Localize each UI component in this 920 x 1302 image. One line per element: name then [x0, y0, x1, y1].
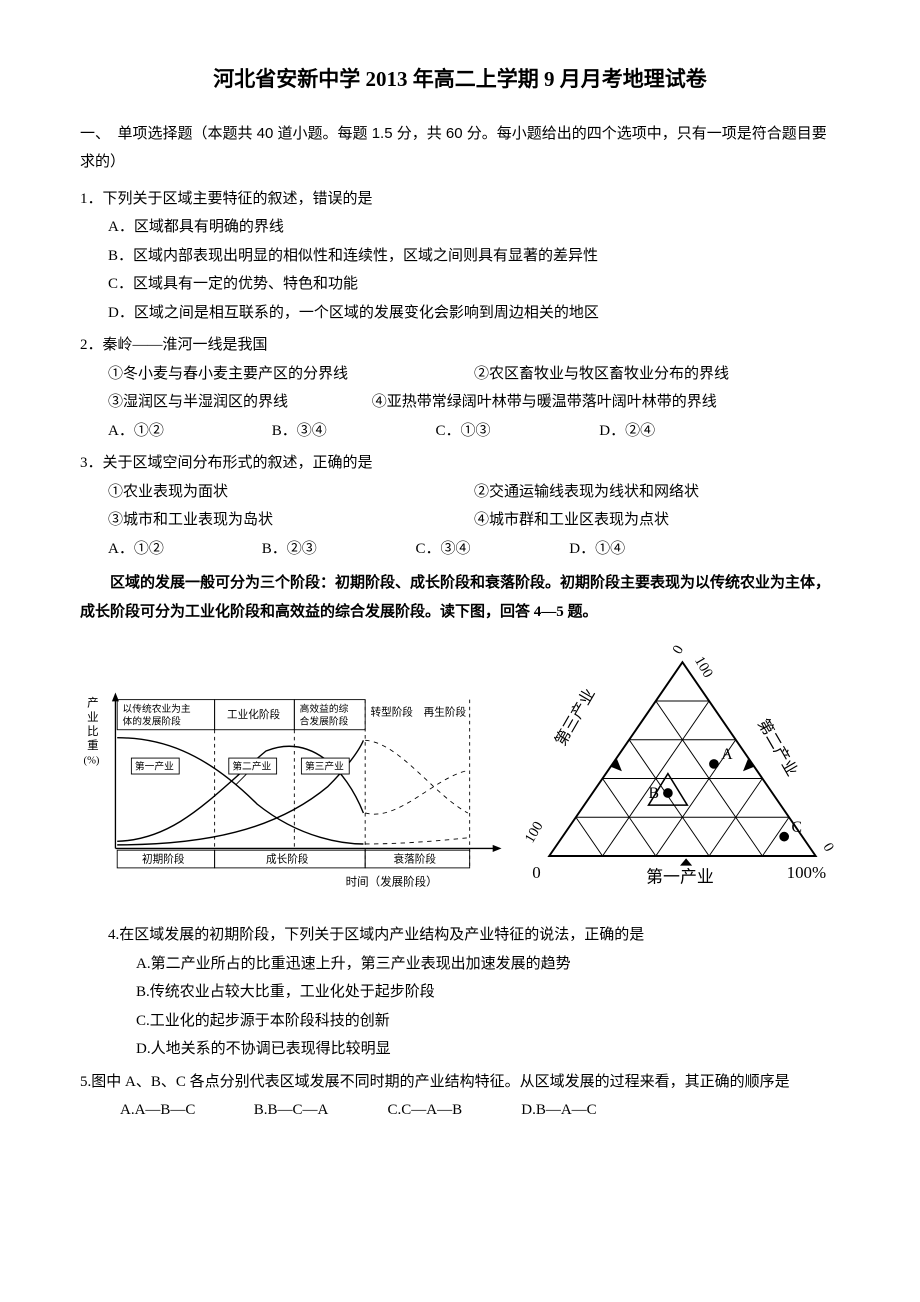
left-axis-label: 第三产业	[552, 686, 599, 750]
ylab-1: 产	[87, 696, 99, 710]
q2-opt-a: A．①②	[108, 417, 268, 446]
q2-sub2: ②农区畜牧业与牧区畜牧业分布的界线	[474, 360, 840, 389]
ylab-5: (%)	[84, 755, 100, 766]
bottom-3: 衰落阶段	[394, 853, 437, 866]
q3-stem: 3．关于区域空间分布形式的叙述，正确的是	[80, 449, 840, 478]
page-title: 河北省安新中学 2013 年高二上学期 9 月月考地理试卷	[80, 60, 840, 100]
q4-opt-d: D.人地关系的不协调已表现得比较明显	[80, 1035, 840, 1064]
q2-stem: 2．秦岭——淮河一线是我国	[80, 331, 840, 360]
q3-opt-a: A．①②	[108, 535, 258, 564]
figures-row: 产 业 比 重 (%) 以传统农业为主 体的发展阶段 工业化阶段 高效益的综 合…	[80, 638, 840, 903]
context-4-5: 区域的发展一般可分为三个阶段：初期阶段、成长阶段和衰落阶段。初期阶段主要表现为以…	[80, 569, 840, 626]
right-axis-label: 第二产业	[754, 716, 801, 780]
box-2: 工业化阶段	[227, 708, 280, 721]
ylab-2: 业	[87, 711, 99, 724]
q2-opt-b: B．③④	[272, 417, 432, 446]
curve-2-label: 第二产业	[232, 760, 271, 773]
q3-sub3: ③城市和工业表现为岛状	[108, 506, 474, 535]
curve-1-label: 第一产业	[135, 760, 174, 773]
bottom-axis-label: 第一产业	[646, 868, 714, 887]
q1-opt-d: D．区域之间是相互联系的，一个区域的发展变化会影响到周边相关的地区	[80, 299, 840, 328]
q4-opt-b: B.传统农业占较大比重，工业化处于起步阶段	[80, 978, 840, 1007]
right-zero: 0	[820, 841, 837, 855]
point-c: C	[792, 819, 803, 836]
section-1-header: 一、 单项选择题（本题共 40 道小题。每题 1.5 分，共 60 分。每小题给…	[80, 120, 840, 177]
left-zero: 0	[670, 643, 687, 657]
q5-opt-d: D.B—A—C	[521, 1096, 651, 1125]
figure-stage-curves: 产 业 比 重 (%) 以传统农业为主 体的发展阶段 工业化阶段 高效益的综 合…	[80, 689, 505, 903]
ylab-4: 重	[87, 738, 99, 752]
q4-opt-c: C.工业化的起步源于本阶段科技的创新	[80, 1007, 840, 1036]
right-hundred: 100	[691, 654, 716, 681]
q5-opt-a: A.A—B—C	[120, 1096, 250, 1125]
q1-opt-b: B．区域内部表现出明显的相似性和连续性，区域之间则具有显著的差异性	[80, 242, 840, 271]
origin-zero: 0	[532, 863, 540, 882]
q3-sub4: ④城市群和工业区表现为点状	[474, 506, 840, 535]
q2-sub3: ③湿润区与半湿润区的界线	[108, 388, 368, 417]
bottom-2: 成长阶段	[266, 853, 309, 866]
box-1a: 以传统农业为主	[123, 702, 191, 715]
figure-ternary: 第三产业 第二产业 第一产业 0 100% 0 100 100 0 A B C	[525, 638, 840, 903]
q5-stem: 5.图中 A、B、C 各点分别代表区域发展不同时期的产业结构特征。从区域发展的过…	[80, 1068, 840, 1097]
q3-sub2: ②交通运输线表现为线状和网络状	[474, 478, 840, 507]
question-4: 4.在区域发展的初期阶段，下列关于区域内产业结构及产业特征的说法，正确的是 A.…	[80, 921, 840, 1064]
question-2: 2．秦岭——淮河一线是我国 ①冬小麦与春小麦主要产区的分界线 ②农区畜牧业与牧区…	[80, 331, 840, 445]
curve-3-label: 第三产业	[305, 760, 344, 773]
point-b: B	[649, 785, 660, 802]
box-3a: 高效益的综	[300, 702, 349, 715]
box-1b: 体的发展阶段	[123, 714, 182, 727]
q4-opt-a: A.第二产业所占的比重迅速上升，第三产业表现出加速发展的趋势	[80, 950, 840, 979]
q5-opt-b: B.B—C—A	[254, 1096, 384, 1125]
q1-opt-a: A．区域都具有明确的界线	[80, 213, 840, 242]
hundred-pct: 100%	[787, 863, 827, 882]
q2-sub1: ①冬小麦与春小麦主要产区的分界线	[108, 360, 474, 389]
q2-opt-c: C．①③	[436, 417, 596, 446]
q3-options: A．①② B．②③ C．③④ D．①④	[80, 535, 840, 564]
question-5: 5.图中 A、B、C 各点分别代表区域发展不同时期的产业结构特征。从区域发展的过…	[80, 1068, 840, 1125]
bottom-1: 初期阶段	[142, 853, 185, 866]
box-3b: 合发展阶段	[300, 714, 349, 727]
left-hundred: 100	[525, 819, 547, 846]
q3-opt-c: C．③④	[416, 535, 566, 564]
x-axis-label: 时间（发展阶段）	[346, 875, 438, 889]
q2-options: A．①② B．③④ C．①③ D．②④	[80, 417, 840, 446]
q3-sub1: ①农业表现为面状	[108, 478, 474, 507]
q2-sub4: ④亚热带常绿阔叶林带与暖温带落叶阔叶林带的界线	[372, 394, 717, 410]
q1-stem: 1．下列关于区域主要特征的叙述，错误的是	[80, 185, 840, 214]
question-3: 3．关于区域空间分布形式的叙述，正确的是 ①农业表现为面状 ②交通运输线表现为线…	[80, 449, 840, 563]
q3-opt-d: D．①④	[569, 535, 719, 564]
q5-options: A.A—B—C B.B—C—A C.C—A—B D.B—A—C	[80, 1096, 840, 1125]
q3-opt-b: B．②③	[262, 535, 412, 564]
box-5: 再生阶段	[424, 706, 467, 719]
box-4: 转型阶段	[370, 706, 413, 719]
q1-opt-c: C．区域具有一定的优势、特色和功能	[80, 270, 840, 299]
point-a: A	[721, 746, 733, 763]
q4-stem: 4.在区域发展的初期阶段，下列关于区域内产业结构及产业特征的说法，正确的是	[80, 921, 840, 950]
ylab-3: 比	[87, 725, 99, 738]
q5-opt-c: C.C—A—B	[388, 1096, 518, 1125]
q2-opt-d: D．②④	[599, 417, 759, 446]
question-1: 1．下列关于区域主要特征的叙述，错误的是 A．区域都具有明确的界线 B．区域内部…	[80, 185, 840, 328]
